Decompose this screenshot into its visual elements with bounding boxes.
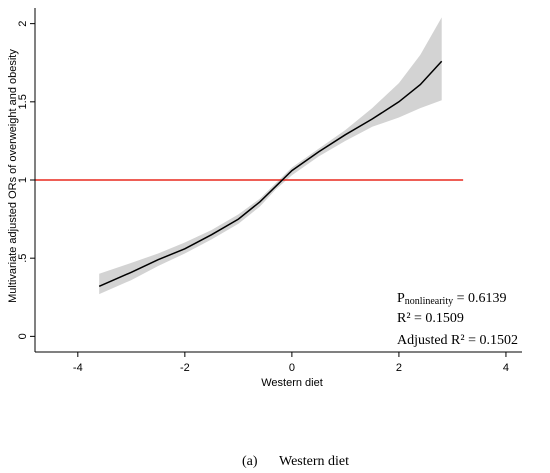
- y-tick-label: 1: [17, 177, 29, 183]
- x-tick-label: 4: [503, 362, 509, 374]
- x-axis-label: Western diet: [261, 377, 323, 389]
- confidence-band: [99, 17, 442, 295]
- x-tick-label: 0: [289, 362, 295, 374]
- series-line: [98, 60, 443, 287]
- y-tick-label: 1.5: [17, 94, 29, 109]
- x-tick-label: 2: [396, 362, 402, 374]
- y-tick-label: 0: [17, 333, 29, 339]
- stats-annotation: Pnonlinearity = 0.6139 R² = 0.1509 Adjus…: [397, 291, 518, 348]
- adjusted-r2-annotation: Adjusted R² = 0.1502: [397, 333, 518, 348]
- caption-text: Western diet: [279, 454, 349, 469]
- figure-caption: (a) Western diet: [242, 454, 349, 469]
- r2-annotation: R² = 0.1509: [397, 311, 464, 326]
- x-tick-label: -4: [73, 362, 83, 374]
- y-tick-label: .5: [17, 254, 29, 263]
- plot-area: [35, 17, 464, 295]
- y-axis-label: Multivariate adjusted ORs of overweight …: [7, 49, 19, 303]
- x-tick-label: -2: [180, 362, 190, 374]
- y-tick-label: 2: [17, 21, 29, 27]
- p-nonlinearity-annotation: Pnonlinearity = 0.6139: [397, 291, 507, 307]
- caption-label: (a): [242, 454, 258, 469]
- ticks: -4 -2 0 2 4 0 .5 1 1.5 2: [17, 21, 509, 374]
